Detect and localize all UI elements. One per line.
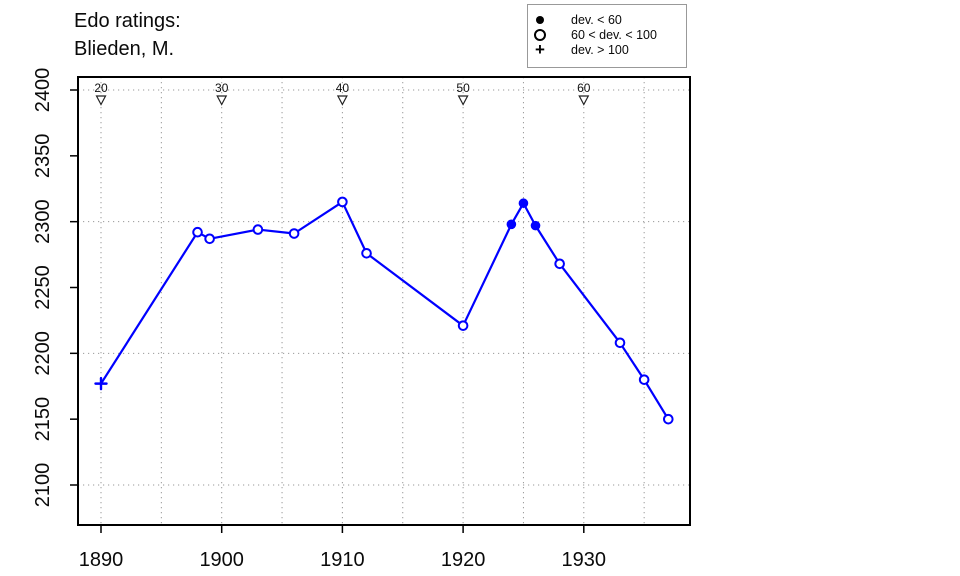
- legend-label: dev. > 100: [571, 42, 629, 57]
- x-tick-label: 1890: [79, 549, 124, 571]
- data-point-filled: [530, 220, 541, 231]
- x-tick-label: 1930: [562, 549, 607, 571]
- x-tick-label: 1920: [441, 549, 486, 571]
- chart-title-line1: Edo ratings:: [74, 10, 181, 32]
- legend-label: dev. < 60: [571, 12, 622, 27]
- legend: dev. < 60 60 < dev. < 100 + dev. > 100: [527, 4, 687, 68]
- filled-circle-icon: [534, 14, 546, 26]
- data-point-open: [457, 320, 469, 331]
- age-marker-label: 20: [94, 81, 108, 95]
- data-point-open: [662, 413, 674, 425]
- x-tick-label: 1900: [199, 549, 244, 571]
- legend-item-dev-low: dev. < 60: [528, 12, 686, 27]
- age-marker-label: 50: [456, 81, 470, 95]
- chart-title-line2: Blieden, M.: [74, 38, 175, 60]
- data-point-open: [204, 233, 215, 245]
- y-tick-label: 2350: [32, 134, 54, 179]
- y-tick-label: 2150: [32, 397, 54, 442]
- y-tick-label: 2300: [32, 199, 54, 244]
- age-marker-triangle-icon: [216, 95, 228, 106]
- data-point-filled: [506, 219, 517, 230]
- data-point-open: [192, 226, 203, 238]
- data-point-open: [337, 196, 348, 208]
- y-tick-label: 2400: [32, 68, 54, 113]
- age-marker-triangle-icon: [578, 95, 590, 106]
- age-marker-label: 40: [336, 81, 350, 95]
- age-marker-label: 30: [215, 81, 229, 95]
- y-tick-label: 2200: [32, 331, 54, 376]
- legend-label: 60 < dev. < 100: [571, 27, 657, 42]
- data-point-open: [638, 374, 650, 385]
- legend-item-dev-high: + dev. > 100: [528, 39, 686, 59]
- data-point-open: [614, 337, 626, 349]
- age-marker-triangle-icon: [457, 95, 469, 106]
- legend-item-dev-mid: 60 < dev. < 100: [528, 27, 686, 42]
- x-tick-label: 1910: [320, 549, 365, 571]
- plot-frame: [77, 76, 691, 526]
- plus-icon: +: [535, 39, 545, 59]
- age-marker-label: 60: [577, 81, 591, 95]
- y-tick-label: 2250: [32, 265, 54, 310]
- data-point-open: [554, 258, 565, 270]
- data-point-open: [288, 228, 300, 239]
- data-point-open: [361, 247, 372, 259]
- rating-line: [99, 200, 670, 421]
- y-tick-label: 2100: [32, 463, 54, 508]
- open-circle-icon: [534, 28, 546, 41]
- age-marker-triangle-icon: [336, 95, 348, 106]
- age-marker-triangle-icon: [95, 95, 107, 106]
- chart-title: Edo ratings: Blieden, M.: [74, 7, 181, 63]
- data-point-filled: [518, 198, 529, 209]
- data-point-open: [252, 224, 264, 235]
